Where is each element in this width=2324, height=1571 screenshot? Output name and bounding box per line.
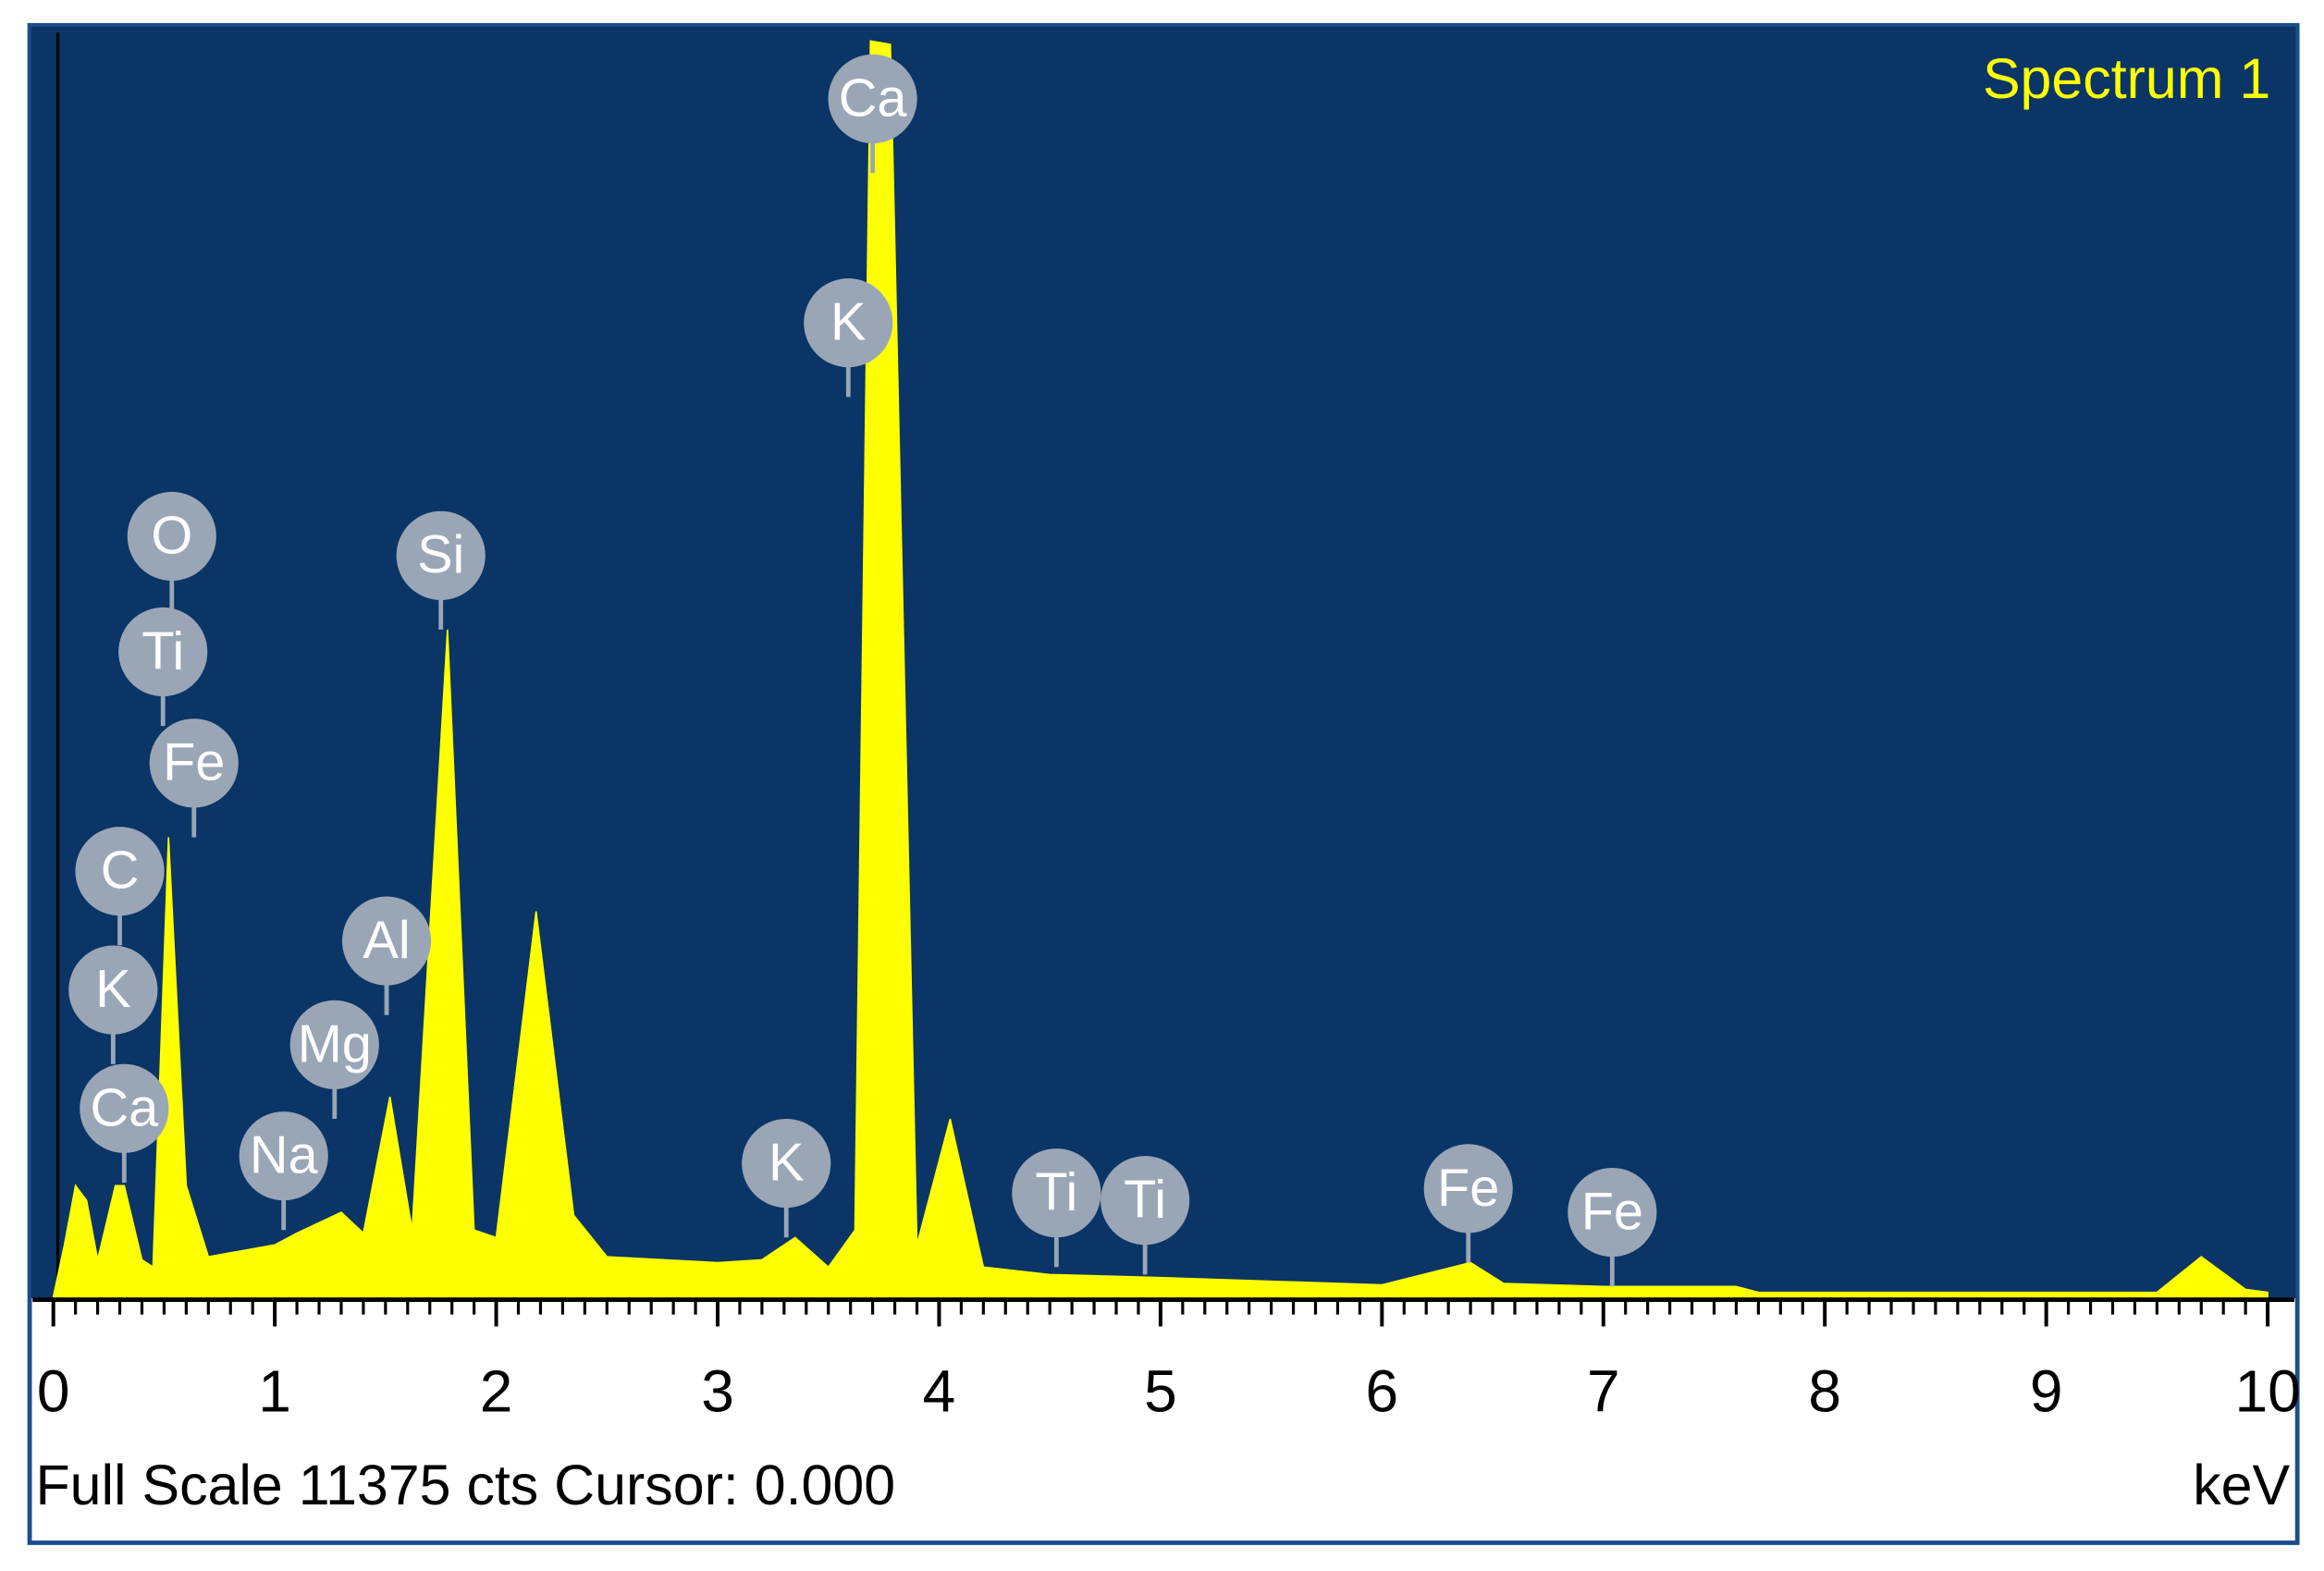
- x-tick-label: 8: [1808, 1358, 1841, 1425]
- legend-entry: Spectrum 1: [1983, 47, 2270, 110]
- peak-marker: [1012, 1148, 1101, 1238]
- peak-marker: [804, 278, 893, 368]
- peak-label: C: [101, 841, 140, 901]
- peak-marker: [1423, 1144, 1513, 1233]
- peak-label: K: [830, 293, 866, 352]
- peak-label: Fe: [1437, 1159, 1499, 1218]
- plot-area: [31, 26, 2296, 1299]
- peak-label: Si: [417, 525, 464, 584]
- peak-marker: [80, 1063, 169, 1153]
- x-tick-label: 0: [37, 1358, 70, 1425]
- peak-marker: [396, 510, 486, 600]
- peak-label: Ti: [1035, 1163, 1077, 1222]
- peak-label: Mg: [298, 1014, 372, 1074]
- x-tick-label: 1: [258, 1358, 291, 1425]
- peak-marker: [1101, 1156, 1190, 1246]
- peak-marker: [75, 827, 165, 916]
- peak-marker: [149, 718, 239, 808]
- footer: Full Scale 11375 cts Cursor: 0.000: [35, 1454, 895, 1516]
- peak-marker: [289, 1000, 379, 1089]
- x-tick-label: 7: [1587, 1358, 1620, 1425]
- peak-marker: [1568, 1168, 1657, 1258]
- x-tick-label: 4: [923, 1358, 956, 1425]
- x-tick-label: 10: [2234, 1358, 2300, 1425]
- peak-label: Fe: [163, 733, 225, 792]
- peak-marker: [239, 1111, 328, 1201]
- peak-label: K: [769, 1134, 804, 1193]
- peak-label: Ti: [1124, 1171, 1166, 1230]
- peak-label: Fe: [1581, 1183, 1643, 1242]
- peak-label: Ti: [141, 621, 184, 681]
- peak-marker: [68, 945, 158, 1035]
- peak-label: K: [95, 960, 130, 1019]
- x-axis-label: keV: [2193, 1454, 2290, 1516]
- x-tick-label: 6: [1366, 1358, 1399, 1425]
- peak-marker: [127, 491, 216, 582]
- x-tick-label: 3: [701, 1358, 734, 1425]
- peak-label: Na: [250, 1126, 319, 1185]
- peak-marker: [341, 896, 432, 986]
- x-tick-label: 5: [1144, 1358, 1177, 1425]
- peak-label: O: [151, 506, 192, 565]
- peak-label: Ca: [839, 68, 908, 128]
- peak-label: Al: [363, 911, 410, 970]
- spectrum-area: [52, 40, 2269, 1298]
- x-tick-label: 9: [2030, 1358, 2063, 1425]
- peak-marker: [118, 607, 208, 697]
- peak-label: Ca: [90, 1078, 159, 1137]
- peak-marker: [828, 54, 917, 144]
- x-tick-label: 2: [480, 1358, 513, 1425]
- peak-marker: [742, 1119, 831, 1209]
